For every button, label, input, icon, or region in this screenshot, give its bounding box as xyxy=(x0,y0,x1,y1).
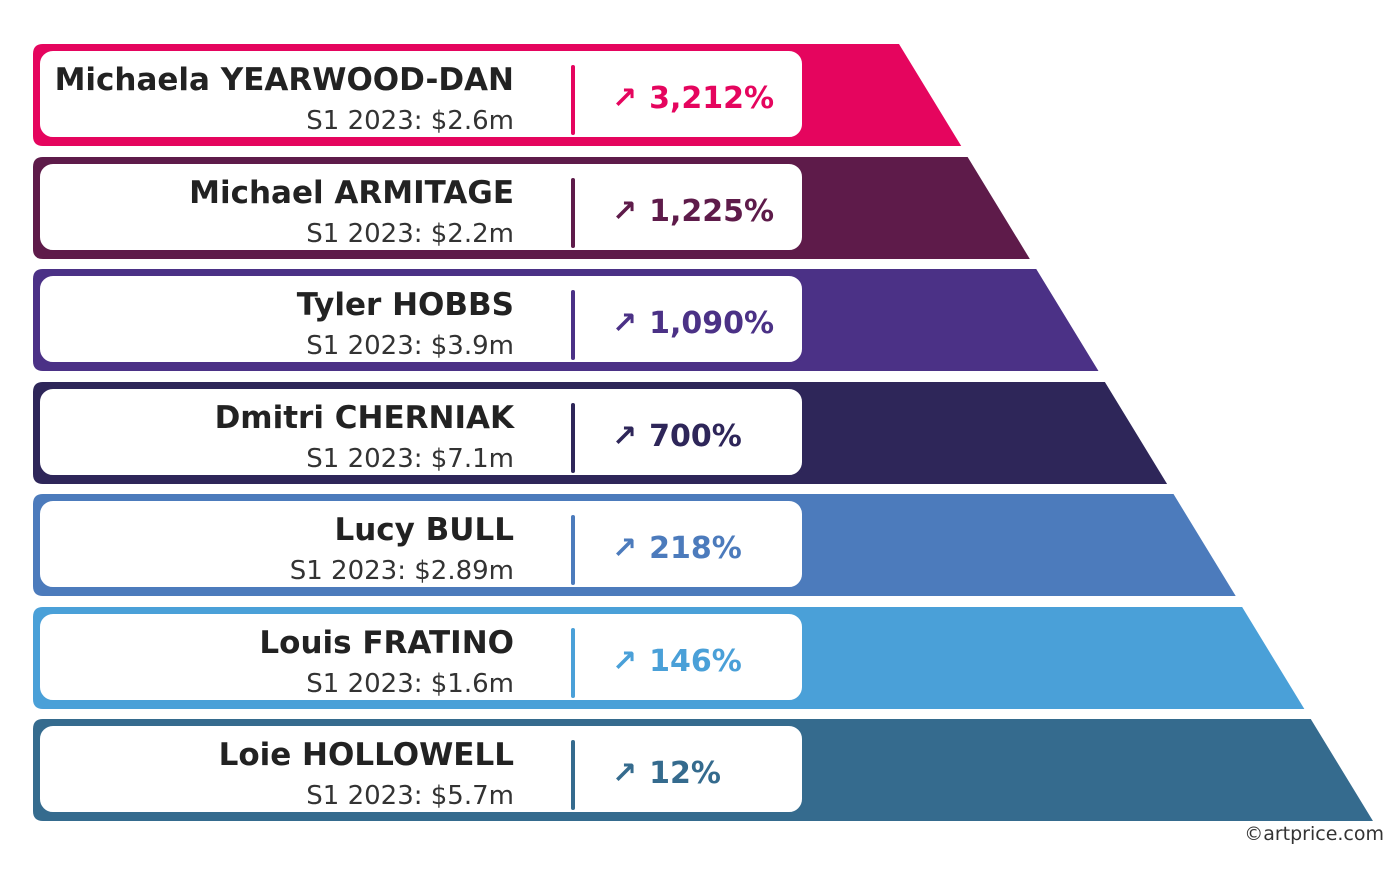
divider-line xyxy=(571,177,575,248)
growth-value: 3,212% xyxy=(649,81,775,116)
sales-label: S1 2023: $2.6m xyxy=(306,106,514,136)
arrow-up-right-icon: ↗ xyxy=(612,418,638,454)
sales-label: S1 2023: $2.89m xyxy=(289,556,514,586)
artist-card: Dmitri CHERNIAK S1 2023: $7.1m ↗ 700% xyxy=(37,385,805,478)
divider-line xyxy=(571,740,575,810)
credit-label: ©artprice.com xyxy=(1244,823,1384,845)
growth-label: ↗ 218% xyxy=(612,531,742,566)
divider-line xyxy=(571,402,575,473)
growth-value: 700% xyxy=(649,418,742,454)
artist-card: Tyler HOBBS S1 2023: $3.9m ↗ 1,090% xyxy=(37,273,805,365)
growth-value: 1,090% xyxy=(649,306,775,341)
pyramid-row: Michaela YEARWOOD-DAN S1 2023: $2.6m ↗ 3,21… xyxy=(0,44,1400,150)
artist-name: Michael ARMITAGE xyxy=(189,174,514,211)
divider-line xyxy=(571,290,575,360)
sales-label: S1 2023: $5.7m xyxy=(306,781,514,811)
growth-label: ↗ 3,212% xyxy=(612,81,774,116)
artist-name: Loie HOLLOWELL xyxy=(218,737,514,773)
growth-value: 1,225% xyxy=(649,193,775,229)
artist-card: Lucy BULL S1 2023: $2.89m ↗ 218% xyxy=(37,498,805,590)
growth-label: ↗ 146% xyxy=(612,644,742,679)
growth-value: 218% xyxy=(649,531,742,566)
artist-name: Dmitri CHERNIAK xyxy=(214,399,514,436)
artist-card: Michaela YEARWOOD-DAN S1 2023: $2.6m ↗ 3,21… xyxy=(37,48,805,140)
arrow-up-right-icon: ↗ xyxy=(612,531,638,566)
divider-line xyxy=(571,627,575,698)
artist-card: Loie HOLLOWELL S1 2023: $5.7m ↗ 12% xyxy=(37,723,805,815)
sales-label: S1 2023: $7.1m xyxy=(306,443,514,474)
growth-label: ↗ 1,225% xyxy=(612,194,774,229)
arrow-up-right-icon: ↗ xyxy=(612,643,638,679)
pyramid-row: Michael ARMITAGE S1 2023: $2.2m ↗ 1,225% xyxy=(0,156,1400,263)
growth-label: ↗ 1,090% xyxy=(612,306,774,341)
artist-name: Michaela YEARWOOD-DAN xyxy=(54,62,514,98)
pyramid-row: Dmitri CHERNIAK S1 2023: $7.1m ↗ 700% xyxy=(0,381,1400,488)
divider-line xyxy=(571,515,575,585)
pyramid-row: Lucy BULL S1 2023: $2.89m ↗ 218% xyxy=(0,494,1400,600)
arrow-up-right-icon: ↗ xyxy=(612,756,638,791)
artist-card: Louis FRATINO S1 2023: $1.6m ↗ 146% xyxy=(37,610,805,703)
arrow-up-right-icon: ↗ xyxy=(612,81,638,116)
pyramid-row: Tyler HOBBS S1 2023: $3.9m ↗ 1,090% xyxy=(0,269,1400,375)
artist-card: Michael ARMITAGE S1 2023: $2.2m ↗ 1,225% xyxy=(37,160,805,253)
artist-name: Lucy BULL xyxy=(334,512,514,548)
divider-line xyxy=(571,65,575,135)
artist-name: Louis FRATINO xyxy=(259,624,514,661)
growth-value: 12% xyxy=(649,756,721,791)
sales-label: S1 2023: $1.6m xyxy=(306,668,514,699)
sales-label: S1 2023: $2.2m xyxy=(306,218,514,249)
arrow-up-right-icon: ↗ xyxy=(612,193,638,229)
arrow-up-right-icon: ↗ xyxy=(612,306,638,341)
pyramid-row: Louis FRATINO S1 2023: $1.6m ↗ 146% xyxy=(0,606,1400,713)
growth-value: 146% xyxy=(649,643,742,679)
sales-label: S1 2023: $3.9m xyxy=(306,331,514,361)
growth-label: ↗ 700% xyxy=(612,419,742,454)
artist-name: Tyler HOBBS xyxy=(296,287,514,323)
pyramid-row: Loie HOLLOWELL S1 2023: $5.7m ↗ 12% xyxy=(0,719,1400,825)
growth-label: ↗ 12% xyxy=(612,756,721,791)
